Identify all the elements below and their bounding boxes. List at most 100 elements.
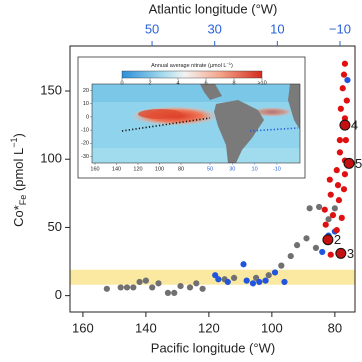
- lon-tick-label: 160: [90, 166, 99, 172]
- highlighted-point: [335, 247, 347, 259]
- data-point: [177, 282, 184, 290]
- point-label: 4: [351, 118, 358, 133]
- point-label: 3: [347, 246, 354, 261]
- inset-title-sup: −1: [226, 61, 231, 66]
- lat-tick-label: 0: [86, 114, 89, 120]
- data-point: [343, 97, 350, 104]
- data-point: [240, 261, 247, 268]
- colorbar-tick-label: 6: [204, 80, 207, 86]
- data-point: [327, 191, 334, 198]
- data-point: [278, 262, 285, 269]
- highlighted-point: [339, 119, 351, 131]
- x-tick-label: 120: [198, 320, 220, 335]
- y-label-sub: Fe: [18, 195, 28, 206]
- lon2-tick-label: -10: [273, 166, 281, 172]
- reference-band: [70, 269, 355, 285]
- lon-tick-label: 80: [178, 166, 184, 172]
- data-point: [336, 137, 343, 144]
- colorbar: [121, 70, 263, 79]
- y-label-unit: (pmol L: [11, 148, 26, 195]
- data-point: [256, 278, 263, 286]
- data-point: [326, 176, 333, 183]
- data-point: [293, 242, 301, 249]
- data-point: [281, 278, 288, 286]
- x-tick-label: 160: [72, 320, 94, 335]
- data-point: [337, 105, 344, 112]
- data-point: [117, 284, 124, 291]
- data-point: [155, 280, 162, 287]
- data-point: [243, 277, 250, 284]
- data-point: [344, 77, 351, 84]
- x2-tick-label: −10: [329, 21, 351, 36]
- lat-tick-label: -10: [81, 128, 89, 134]
- colorbar-tick-label: >10: [257, 80, 266, 86]
- data-point: [321, 206, 328, 213]
- data-point: [224, 278, 231, 286]
- data-point: [303, 235, 310, 242]
- data-point: [342, 137, 349, 144]
- data-point: [334, 182, 342, 189]
- x2-tick-label: 10: [270, 21, 284, 36]
- inset-title-close: ): [231, 63, 233, 69]
- lon-tick-label: 140: [112, 166, 121, 172]
- data-point: [331, 205, 338, 212]
- data-point: [249, 280, 257, 287]
- data-point: [327, 251, 334, 258]
- x2-tick-label: 50: [145, 21, 159, 36]
- y-label-main: Co*: [11, 205, 26, 227]
- colorbar-tick-label: 8: [232, 80, 235, 86]
- y-tick-label: 50: [48, 219, 62, 234]
- x-tick-label: 100: [261, 320, 283, 335]
- y-tick-label: 100: [40, 151, 62, 166]
- data-point: [333, 167, 340, 174]
- map-frame: [91, 83, 301, 164]
- lon2-tick-label: 50: [207, 166, 213, 172]
- lon-tick-label: 100: [155, 166, 164, 172]
- lon-tick-label: 120: [133, 166, 142, 172]
- y-tick-label: 0: [55, 287, 62, 302]
- data-point: [186, 284, 194, 291]
- data-point: [262, 277, 269, 284]
- x-axis-label: Pacific longitude (°W): [151, 340, 275, 355]
- data-point: [340, 186, 348, 193]
- map: [92, 84, 300, 163]
- data-point: [341, 171, 349, 178]
- data-point: [287, 252, 294, 260]
- inset-map: Annual average nitrate (μmol L−1) 0 2 4 6 8 >…: [77, 56, 306, 179]
- data-point: [136, 278, 143, 286]
- lat-tick-label: -30: [81, 154, 89, 160]
- x2-axis-label: Atlantic longitude (°W): [149, 1, 278, 16]
- data-point: [325, 216, 332, 223]
- point-label: 2: [334, 232, 341, 247]
- plot-frame: [69, 45, 356, 313]
- data-point: [329, 212, 337, 219]
- y-label-close: ): [11, 133, 26, 137]
- highlighted-point: [343, 157, 355, 169]
- data-point: [171, 289, 178, 297]
- data-point: [215, 276, 222, 283]
- data-point: [123, 284, 131, 291]
- data-point: [315, 203, 323, 211]
- lon2-tick-label: 30: [229, 166, 235, 172]
- x-tick-label: 140: [135, 320, 157, 335]
- data-point: [265, 272, 272, 279]
- lon2-tick-label: 10: [252, 166, 258, 172]
- data-point: [130, 284, 137, 291]
- data-point: [199, 285, 206, 292]
- lat-tick-label: 10: [83, 101, 89, 107]
- data-point: [193, 280, 200, 287]
- data-point: [338, 214, 345, 221]
- y-axis-label: Co*Fe (pmol L−1): [9, 133, 28, 227]
- data-point: [341, 60, 349, 67]
- data-point: [271, 269, 279, 276]
- data-point: [149, 284, 156, 291]
- highlighted-point: [322, 234, 334, 246]
- inset-title-main: Annual average nitrate (μmol L: [151, 63, 226, 69]
- data-point: [339, 85, 346, 92]
- data-point: [333, 227, 340, 234]
- colorbar-tick-label: 2: [148, 80, 151, 86]
- x2-tick-label: 30: [207, 21, 221, 36]
- colorbar-tick-label: 4: [176, 80, 179, 86]
- colorbar-tick-label: 0: [120, 80, 123, 86]
- y-label-sup: −1: [9, 137, 19, 147]
